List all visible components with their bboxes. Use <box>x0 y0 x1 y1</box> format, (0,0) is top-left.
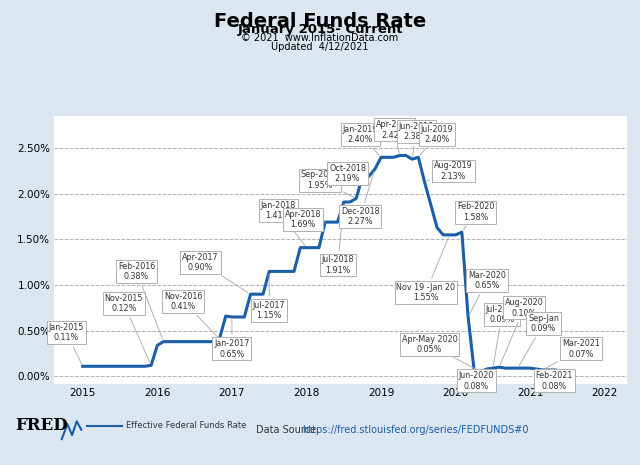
Text: Aug-2019
2.13%: Aug-2019 2.13% <box>427 161 473 181</box>
Text: Nov 19 -Jan 20
1.55%: Nov 19 -Jan 20 1.55% <box>396 238 455 302</box>
Text: Sep-Jan
0.09%: Sep-Jan 0.09% <box>519 314 559 365</box>
Text: Jan-2015
0.11%: Jan-2015 0.11% <box>49 323 84 364</box>
Text: Apr-2018
1.69%: Apr-2018 1.69% <box>285 210 325 229</box>
Text: Feb-2016
0.38%: Feb-2016 0.38% <box>118 262 163 339</box>
Text: Data Source:: Data Source: <box>256 425 323 435</box>
Text: Jan-2019
2.40%: Jan-2019 2.40% <box>342 125 379 155</box>
Text: Feb-2020
1.58%: Feb-2020 1.58% <box>457 202 495 230</box>
Text: Nov-2016
0.41%: Nov-2016 0.41% <box>164 292 218 337</box>
Text: Dec-2018
2.27%: Dec-2018 2.27% <box>341 172 380 226</box>
Text: Jan-2018
1.41%: Jan-2018 1.41% <box>260 200 305 246</box>
Text: Sep-2018
1.95%: Sep-2018 1.95% <box>301 171 354 197</box>
Text: January 2015- Current: January 2015- Current <box>237 23 403 36</box>
Text: Apr-2017
0.90%: Apr-2017 0.90% <box>182 252 248 292</box>
Text: Effective Federal Funds Rate: Effective Federal Funds Rate <box>126 421 246 430</box>
Text: Oct-2018
2.19%: Oct-2018 2.19% <box>329 164 366 183</box>
Text: Jun-2019
2.38%: Jun-2019 2.38% <box>399 122 434 156</box>
Text: FRED: FRED <box>15 417 68 434</box>
Text: Jul-2017
1.15%: Jul-2017 1.15% <box>253 274 285 320</box>
Text: Updated  4/12/2021: Updated 4/12/2021 <box>271 42 369 52</box>
Text: Nov-2015
0.12%: Nov-2015 0.12% <box>104 293 150 363</box>
Text: Jul-2020
0.09%: Jul-2020 0.09% <box>486 305 518 365</box>
Text: Mar-2020
0.65%: Mar-2020 0.65% <box>468 271 506 314</box>
Text: https://fred.stlouisfed.org/series/FEDFUNDS#0: https://fred.stlouisfed.org/series/FEDFU… <box>302 425 529 435</box>
Text: Mar-2021
0.07%: Mar-2021 0.07% <box>545 339 600 369</box>
Text: Apr-May 2020
0.05%: Apr-May 2020 0.05% <box>402 335 478 371</box>
Text: © 2021  www.InflationData.com: © 2021 www.InflationData.com <box>241 33 399 44</box>
Text: Apr-2019
2.42%: Apr-2019 2.42% <box>376 120 413 153</box>
Text: Aug-2020
0.10%: Aug-2020 0.10% <box>500 298 543 365</box>
Text: Jul-2019
2.40%: Jul-2019 2.40% <box>420 125 453 155</box>
Text: Feb-2021
0.08%: Feb-2021 0.08% <box>536 369 573 391</box>
Text: Federal Funds Rate: Federal Funds Rate <box>214 12 426 31</box>
Text: Jul-2018
1.91%: Jul-2018 1.91% <box>321 205 354 275</box>
Text: Jun-2020
0.08%: Jun-2020 0.08% <box>459 369 494 391</box>
Text: Jan-2017
0.65%: Jan-2017 0.65% <box>214 320 250 359</box>
